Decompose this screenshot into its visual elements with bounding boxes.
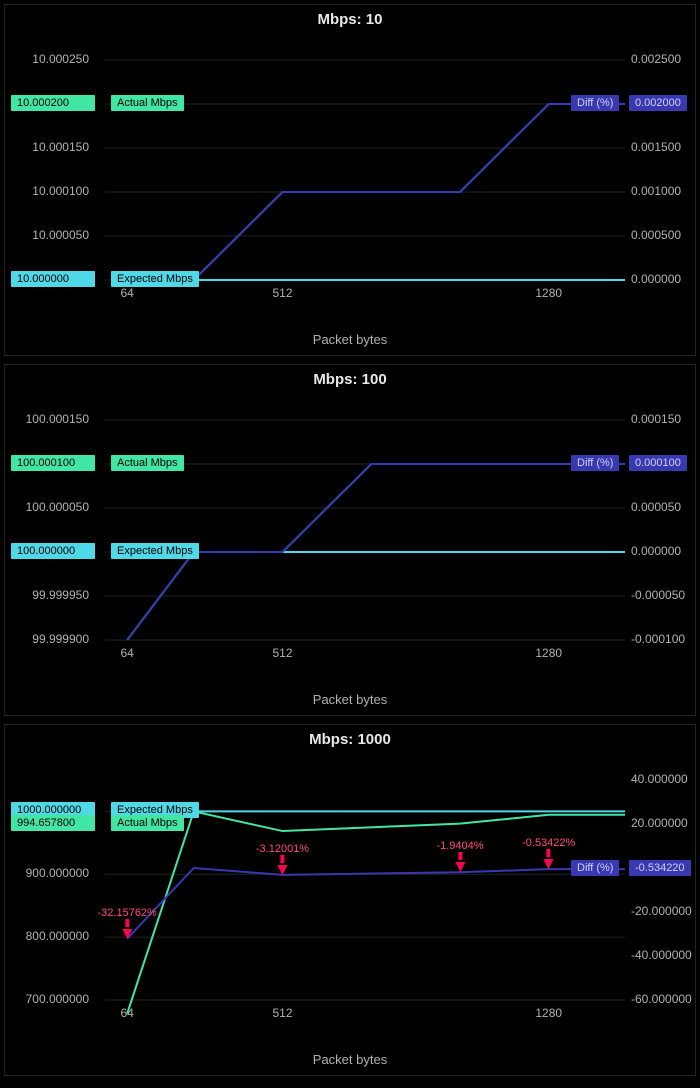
- xtick: 512: [272, 1006, 292, 1020]
- xtick: 64: [120, 646, 133, 660]
- legend-badge: Diff (%): [571, 860, 619, 876]
- chart-panel: Mbps: 1010.00000010.00005010.00010010.00…: [4, 4, 696, 356]
- xtick: 1280: [535, 646, 562, 660]
- legend-badge: Expected Mbps: [111, 271, 199, 287]
- xtick: 1280: [535, 1006, 562, 1020]
- ytick-left: 10.000250: [32, 52, 89, 66]
- ytick-left: 99.999900: [32, 632, 89, 646]
- legend-badge: 100.000100: [11, 455, 95, 471]
- ytick-right: 0.001500: [631, 140, 681, 154]
- ytick-left: 900.000000: [26, 866, 89, 880]
- ytick-right: 0.001000: [631, 184, 681, 198]
- xtick: 64: [120, 286, 133, 300]
- ytick-left: 800.000000: [26, 929, 89, 943]
- legend-badge: 994.657800: [11, 815, 95, 831]
- ytick-left: 10.000100: [32, 184, 89, 198]
- panel-title: Mbps: 10: [5, 5, 695, 30]
- legend-badge: Expected Mbps: [111, 543, 199, 559]
- legend-badge: Diff (%): [571, 95, 619, 111]
- ytick-right: 0.000150: [631, 412, 681, 426]
- chart-area: 10.000000 10.000050 10.000100 10.000150 10.0…: [5, 30, 695, 330]
- ytick-left: 100.000050: [26, 500, 89, 514]
- ytick-left: 99.999950: [32, 588, 89, 602]
- chart-area: 700.000000800.000000900.0000001000.00000…: [5, 750, 695, 1050]
- legend-badge: Actual Mbps: [111, 95, 184, 111]
- ytick-right: 20.000000: [631, 816, 688, 830]
- xaxis-label: Packet bytes: [5, 1050, 695, 1075]
- xtick: 1280: [535, 286, 562, 300]
- xaxis-label: Packet bytes: [5, 690, 695, 715]
- plot-svg: [5, 750, 695, 1050]
- xtick: 512: [272, 646, 292, 660]
- ytick-right: -0.000050: [631, 588, 685, 602]
- legend-badge: 0.002000: [629, 95, 687, 111]
- ytick-right: 0.000050: [631, 500, 681, 514]
- series-diff: [127, 868, 625, 939]
- ytick-right: -40.000000: [631, 948, 692, 962]
- ytick-right: -0.000100: [631, 632, 685, 646]
- ytick-right: 0.000000: [631, 272, 681, 286]
- ytick-left: 10.000150: [32, 140, 89, 154]
- plot-svg: [5, 30, 695, 330]
- xaxis-label: Packet bytes: [5, 330, 695, 355]
- series-actual: [127, 811, 625, 1013]
- legend-badge: Actual Mbps: [111, 455, 184, 471]
- ytick-right: 0.000500: [631, 228, 681, 242]
- legend-badge: 10.000200: [11, 95, 95, 111]
- legend-badge: 100.000000: [11, 543, 95, 559]
- ytick-left: 700.000000: [26, 992, 89, 1006]
- chart-panel: Mbps: 100 99.999900 99.999950 100.000000 100…: [4, 364, 696, 716]
- ytick-right: 40.000000: [631, 772, 688, 786]
- xtick: 64: [120, 1006, 133, 1020]
- legend-badge: -0.534220: [629, 860, 691, 876]
- panel-title: Mbps: 1000: [5, 725, 695, 750]
- chart-panel: Mbps: 1000 700.000000 800.000000 900.000000…: [4, 724, 696, 1076]
- panel-title: Mbps: 100: [5, 365, 695, 390]
- xtick: 512: [272, 286, 292, 300]
- ytick-right: 0.000000: [631, 544, 681, 558]
- ytick-right: -20.000000: [631, 904, 692, 918]
- ytick-left: 10.000050: [32, 228, 89, 242]
- plot-svg: [5, 390, 695, 690]
- legend-badge: 0.000100: [629, 455, 687, 471]
- chart-area: 99.999900 99.999950 100.000000 100.000050 10…: [5, 390, 695, 690]
- legend-badge: Diff (%): [571, 455, 619, 471]
- legend-badge: 10.000000: [11, 271, 95, 287]
- ytick-right: 0.002500: [631, 52, 681, 66]
- legend-badge: Actual Mbps: [111, 815, 184, 831]
- ytick-left: 100.000150: [26, 412, 89, 426]
- ytick-right: -60.000000: [631, 992, 692, 1006]
